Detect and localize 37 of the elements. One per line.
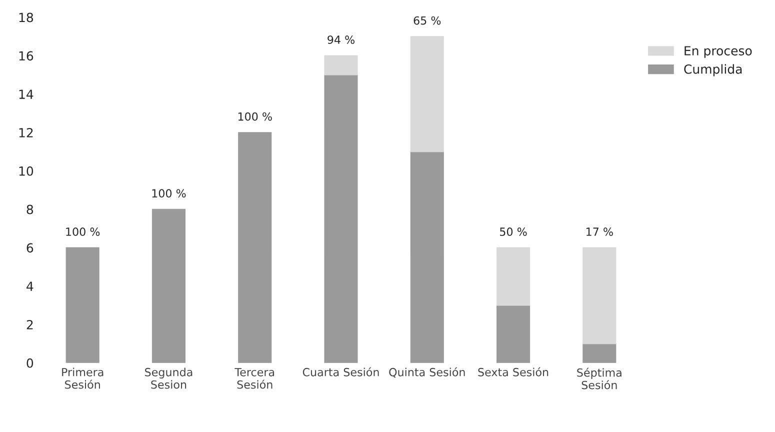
bar	[410, 151, 444, 363]
annotation: 100 %	[238, 112, 272, 121]
bar	[324, 74, 358, 363]
bar	[66, 247, 100, 363]
x-tick-label: Tercera Sesión	[234, 368, 274, 389]
bar	[410, 36, 444, 152]
annotation: 94 %	[328, 36, 354, 44]
annotation: 100 %	[66, 228, 100, 236]
annotation: 50 %	[500, 228, 527, 236]
bar	[496, 304, 530, 363]
y-tick-label: 14	[19, 90, 34, 99]
y-tick-label: 12	[19, 128, 33, 138]
bar	[152, 208, 186, 363]
bar	[496, 247, 530, 306]
x-tick-label: Séptima Sesión	[577, 368, 622, 390]
y-tick-label: 10	[19, 166, 34, 176]
y-tick-label: 2	[26, 320, 33, 330]
bar	[582, 343, 616, 363]
annotation: 65 %	[414, 16, 441, 25]
x-tick-label: Cuarta Sesión	[302, 367, 379, 376]
y-tick-label: 0	[26, 358, 34, 368]
y-tick-label: 16	[19, 51, 34, 61]
x-tick-label: Segunda Sesion	[145, 368, 192, 389]
x-tick-label: Quinta Sesión	[389, 367, 465, 378]
y-tick-label: 18	[19, 12, 34, 22]
legend-label: En proceso	[684, 46, 752, 58]
bar	[582, 247, 616, 344]
bar	[324, 55, 358, 76]
y-tick-label: 6	[26, 243, 34, 253]
x-tick-label: Primera Sesión	[62, 368, 104, 389]
legend-label: Cumplida	[684, 64, 742, 76]
x-tick-label: Sexta Sesión	[478, 367, 548, 376]
y-tick-label: 8	[26, 204, 34, 214]
annotation: 17 %	[586, 228, 613, 236]
annotation: 100 %	[152, 189, 186, 198]
y-tick-label: 4	[26, 282, 34, 291]
bar	[238, 132, 272, 363]
